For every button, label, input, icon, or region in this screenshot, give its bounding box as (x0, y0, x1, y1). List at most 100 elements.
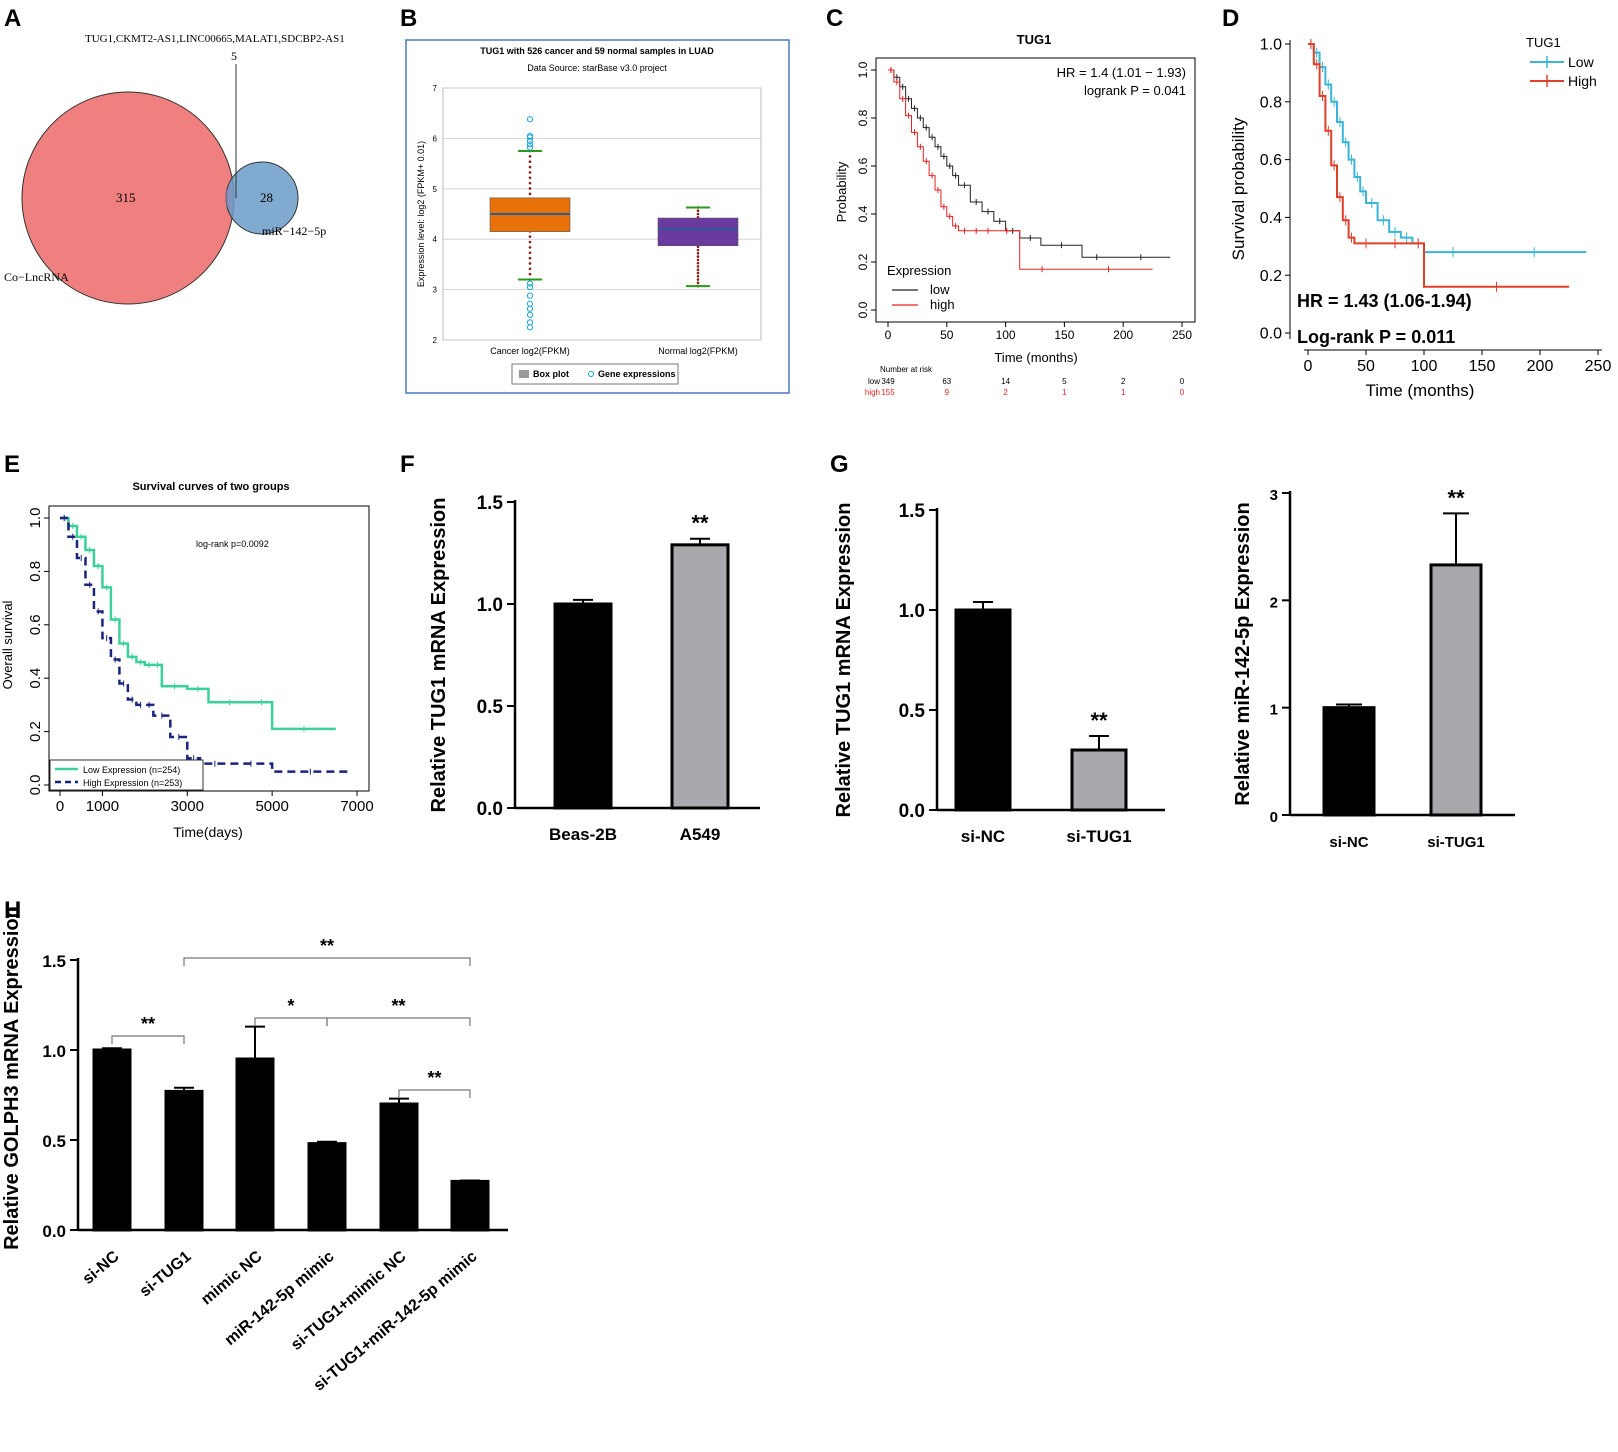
bar-ytick-label: 0.0 (477, 799, 503, 820)
bar-ytick-label: 0.0 (42, 1222, 66, 1241)
panel-g: G Relative TUG1 mRNA Expression Relative… (830, 451, 1515, 851)
h-significance-bracket (111, 1035, 185, 1044)
panel-c-title: TUG1 (1017, 32, 1052, 47)
bar-si-nc (1322, 706, 1376, 817)
km-ytick-label: 1.0 (856, 61, 870, 78)
bar-si-tug1-mir-142-5p-mimic (450, 1179, 490, 1232)
panel-c: C TUG1 HR = 1.4 (1.01 − 1.93) logrank P … (826, 5, 1196, 397)
panel-b-expression-dot (696, 258, 700, 262)
h-significance-bracket (398, 1089, 471, 1098)
panel-c-curves (888, 67, 1171, 273)
bar-ytick-label: 1.5 (42, 952, 66, 971)
panel-d-legend-high: High (1568, 73, 1597, 89)
bar-ytick-label: 0.0 (899, 801, 925, 822)
venn-overlap-genes: TUG1,CKMT2-AS1,LINC00665,MALAT1,SDCBP2-A… (85, 33, 345, 45)
panel-b-expression-dot (528, 187, 532, 190)
bar-si-tug1-mimic-nc (379, 1102, 419, 1232)
bar-category-label: si-TUG1 (1427, 834, 1485, 851)
panel-b-outlier (526, 300, 534, 307)
risk-value: 0 (1180, 377, 1185, 386)
panel-g-right-chart: 0 1 2 3 si-NC si-TUG1 ** (1270, 485, 1515, 851)
panel-d-legend-low: Low (1568, 54, 1595, 70)
panel-e-frame (48, 505, 370, 792)
bar-si-nc (92, 1048, 132, 1232)
bar-ytick-label: 0 (1270, 809, 1278, 826)
h-significance-bracket (183, 957, 471, 966)
panel-b-expression-dot (696, 255, 700, 258)
risk-value: 5 (1062, 377, 1067, 386)
panel-b-expression-dot (528, 192, 532, 196)
panel-f-ylabel: Relative TUG1 mRNA Expression (428, 498, 450, 813)
panel-b-expression-dot (528, 235, 532, 238)
bar-beas-2b (553, 602, 613, 810)
panel-b-yticks: 2 3 4 5 6 7 (433, 84, 761, 345)
panel-b-expression-dot (696, 209, 700, 213)
panel-e-ylabel: Overall survival (0, 600, 15, 689)
km-ytick-label: 0.8 (856, 109, 870, 126)
km-ytick-label: 0.0 (1260, 326, 1282, 343)
km-xtick-label: 1000 (86, 798, 119, 815)
risk-row-label: high (865, 388, 880, 397)
bar-mir-142-5p-mimic (307, 1142, 347, 1232)
km-xtick-label: 50 (1357, 358, 1375, 375)
panel-c-risk-table: low 349 63 14 5 2 0 high 155 9 2 1 1 0 (865, 377, 1185, 397)
risk-value: 14 (1001, 377, 1010, 386)
panel-b-legend (511, 363, 679, 385)
bar-si-tug1 (1429, 563, 1483, 817)
bar-ytick-label: 2 (1270, 594, 1278, 611)
panel-b-legend-box: Box plot (533, 369, 569, 379)
panel-d-curves (1308, 39, 1587, 292)
panel-c-ylabel: Probability (834, 161, 849, 222)
panel-b-expression-dot (528, 181, 532, 185)
panel-b: B TUG1 with 526 cancer and 59 normal sam… (400, 5, 790, 394)
risk-value: 1 (1121, 388, 1126, 397)
panel-b-ytick-label: 4 (433, 235, 438, 244)
panel-b-expression-dot (528, 176, 532, 180)
panel-label-b: B (400, 5, 417, 32)
panel-b-expression-dot (696, 268, 700, 271)
bar-significance: ** (1447, 485, 1465, 510)
h-significance-label: ** (391, 996, 405, 1016)
panel-h: H Relative GOLPH3 mRNA Expression 0.0 0.5… (1, 897, 508, 1395)
km-ytick-label: 0.6 (27, 614, 44, 635)
km-ytick-label: 0.2 (1260, 268, 1282, 285)
panel-c-risk-title: Number at risk (880, 365, 933, 374)
km-curve-low (60, 516, 336, 731)
km-xtick-label: 3000 (171, 798, 204, 815)
panel-e-p: log-rank p=0.0092 (196, 539, 269, 549)
bar-ytick-label: 1.5 (899, 501, 926, 522)
bar-si-tug1 (164, 1089, 204, 1232)
panel-b-ylabel: Expression level: log2 (FPKM+ 0.01) (416, 141, 426, 287)
panel-b-ytick-label: 7 (433, 84, 438, 93)
panel-label-h: H (4, 897, 21, 924)
bar-ytick-label: 1.0 (477, 595, 503, 616)
km-xtick-label: 0 (885, 328, 892, 342)
panel-c-frame (875, 57, 1196, 323)
bar-category-label: si-TUG1 (137, 1248, 195, 1301)
km-ytick-label: 0.0 (856, 301, 870, 318)
km-curve-low (888, 69, 1171, 258)
panel-g-right-ylabel: Relative miR-142-5p Expression (1232, 502, 1254, 805)
panel-e-legend-high: High Expression (n=253) (83, 778, 182, 788)
bar-ytick-label: 0.5 (477, 697, 504, 718)
panel-b-marks (489, 116, 739, 331)
panel-b-outlier (526, 116, 534, 123)
panel-label-a: A (4, 5, 21, 32)
venn-overlap-count: 5 (231, 49, 237, 63)
km-ytick-label: 0.4 (27, 668, 44, 689)
panel-b-subtitle: Data Source: starBase v3.0 project (527, 63, 667, 73)
panel-c-legend-title: Expression (887, 263, 951, 278)
panel-label-c: C (826, 5, 843, 32)
panel-b-expression-dot (528, 256, 532, 260)
panel-b-expression-dot (696, 252, 700, 255)
km-curve-high (1308, 43, 1569, 288)
panel-a: A TUG1,CKMT2-AS1,LINC00665,MALAT1,SDCBP2… (4, 5, 345, 305)
panel-b-expression-dot (528, 171, 532, 174)
panel-d-p: Log-rank P = 0.011 (1297, 327, 1455, 347)
panel-e-legend-low: Low Expression (n=254) (83, 765, 180, 775)
risk-value: 63 (942, 377, 951, 386)
risk-value: 349 (881, 377, 895, 386)
km-xtick-label: 200 (1113, 328, 1133, 342)
panel-b-ytick-label: 2 (433, 336, 438, 345)
panel-b-legend-dot (588, 371, 594, 377)
